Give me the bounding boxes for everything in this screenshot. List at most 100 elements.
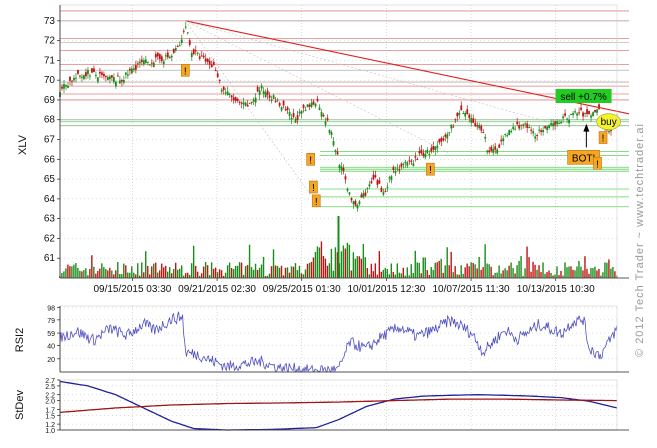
volume-bar <box>228 262 231 278</box>
candle-body <box>85 72 87 77</box>
volume-bar <box>582 270 584 278</box>
candle-body <box>396 168 399 170</box>
candle-body <box>254 97 257 103</box>
volume-bar <box>274 265 277 278</box>
volume-bar <box>149 274 151 278</box>
candle-body <box>570 114 572 116</box>
candle-body <box>340 166 343 171</box>
candle-body <box>442 138 445 141</box>
candle-body <box>558 123 561 125</box>
volume-bar <box>77 267 79 278</box>
alert-marker-box <box>311 194 321 208</box>
volume-bar <box>218 269 221 278</box>
volume-bar <box>284 267 287 278</box>
candle-body <box>504 133 507 135</box>
candle-body <box>148 64 151 66</box>
candle-body <box>336 151 339 155</box>
volume-bar <box>612 267 614 278</box>
candle-body <box>73 77 75 81</box>
volume-bar <box>590 268 592 278</box>
candle-body <box>276 99 279 101</box>
candle-body <box>97 77 99 82</box>
alert-marker-label: ! <box>184 66 187 77</box>
candle-body <box>89 75 91 77</box>
volume-bar <box>442 272 444 278</box>
candle-body <box>536 134 539 136</box>
volume-bar <box>109 267 111 278</box>
rsi-tick-label: 59 <box>47 331 55 338</box>
candle-body <box>107 77 109 80</box>
volume-bar <box>204 262 207 278</box>
volume-bar <box>79 270 81 278</box>
candle-body <box>93 68 95 72</box>
candle-body <box>460 105 463 111</box>
price-tick-label: 64 <box>44 194 56 205</box>
volume-bar <box>312 257 315 278</box>
candle-body <box>164 55 167 57</box>
volume-bar <box>294 263 297 278</box>
volume-bar <box>206 265 209 278</box>
volume-bar <box>360 258 363 278</box>
candle-body <box>242 101 245 105</box>
candle-body <box>144 59 147 63</box>
candle-body <box>378 180 381 184</box>
volume-bar <box>346 242 349 278</box>
candle-body <box>302 104 305 108</box>
volume-bar <box>378 251 381 278</box>
volume-bar <box>113 274 115 278</box>
candle-body <box>390 176 393 181</box>
candle-body <box>324 121 327 125</box>
volume-bar <box>540 272 542 278</box>
candle-body <box>294 118 297 123</box>
volume-bar <box>246 264 249 278</box>
volume-bar <box>278 267 281 278</box>
volume-bar <box>428 274 430 278</box>
volume-bar <box>272 249 275 278</box>
volume-bar <box>172 269 175 278</box>
volume-bar <box>234 265 237 278</box>
price-tick-label: 68 <box>44 115 56 126</box>
volume-bar <box>472 262 474 278</box>
candle-body <box>404 161 407 164</box>
volume-bar <box>570 266 572 278</box>
candle-body <box>298 111 301 114</box>
volume-bar <box>358 256 361 278</box>
buy-label-box <box>596 113 621 131</box>
stdev-tick-label: 1.0 <box>45 428 55 435</box>
candle-body <box>314 103 317 107</box>
volume-bar <box>125 265 127 278</box>
candle-body <box>248 102 251 104</box>
candle-body <box>608 130 610 133</box>
candle-body <box>186 32 189 34</box>
volume-bar <box>236 265 239 278</box>
volume-bar <box>139 275 141 278</box>
candle-body <box>114 81 117 87</box>
alert-marker-box <box>309 180 318 194</box>
volume-bar <box>161 263 163 278</box>
volume-bar <box>342 245 345 278</box>
candle-body <box>384 190 387 192</box>
volume-bar <box>556 266 558 278</box>
volume-bar <box>306 263 309 278</box>
volume-bar <box>198 275 201 278</box>
candle-body <box>262 91 265 94</box>
volume-bar <box>155 262 157 278</box>
volume-bar <box>91 255 93 278</box>
candle-body <box>136 63 139 65</box>
bought-label: BOT! <box>572 153 595 164</box>
volume-bar <box>406 267 408 278</box>
candle-body <box>95 75 97 77</box>
volume-bar <box>494 272 496 278</box>
volume-bar <box>426 270 428 278</box>
buy-label: buy <box>601 117 617 128</box>
candle-body <box>552 122 555 127</box>
stdev-tick-label: 2.5 <box>45 384 55 391</box>
candle-body <box>386 186 389 188</box>
sell-label: sell +0.7% <box>560 92 607 103</box>
candle-body <box>174 48 177 51</box>
candle-body <box>526 123 529 128</box>
candle-body <box>166 52 169 58</box>
volume-bar <box>356 256 359 278</box>
candle-body <box>65 85 67 87</box>
alert-marker-label: ! <box>429 165 432 176</box>
